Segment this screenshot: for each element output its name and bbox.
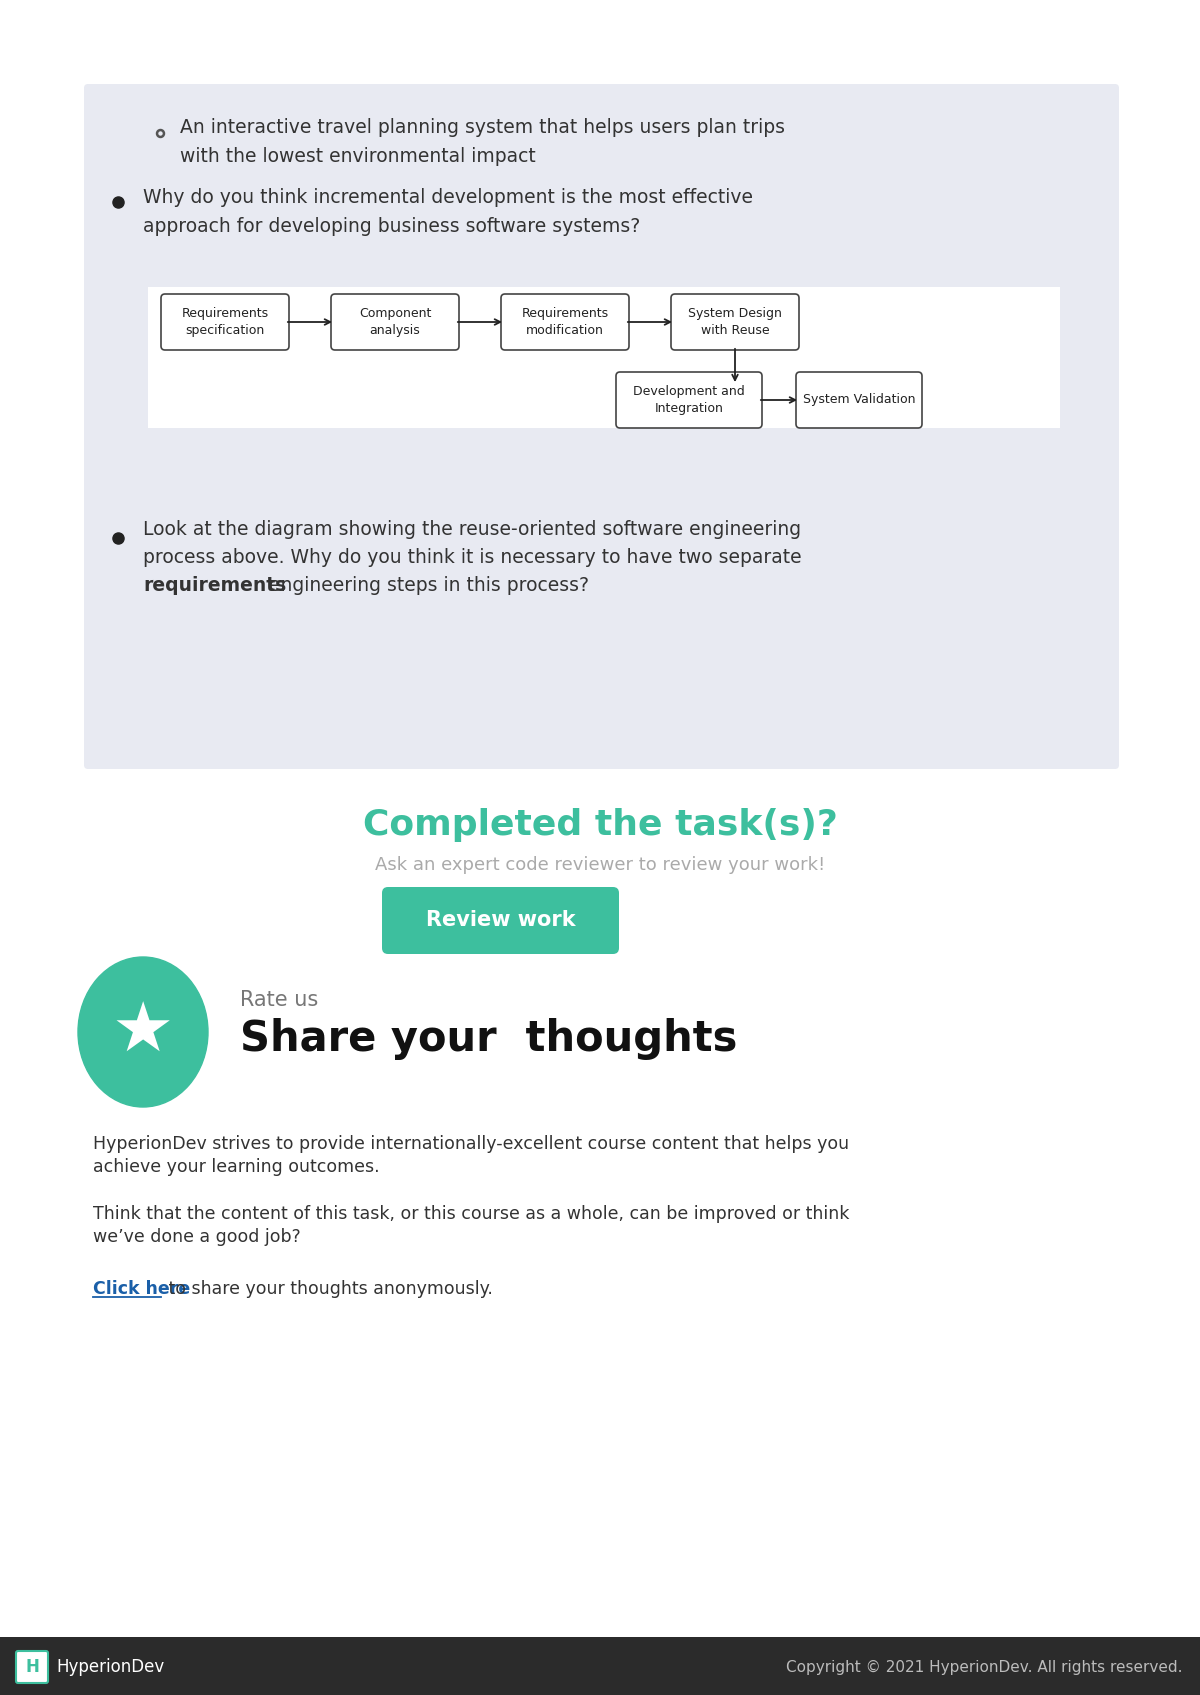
Text: Copyright © 2021 HyperionDev. All rights reserved.: Copyright © 2021 HyperionDev. All rights… xyxy=(786,1659,1182,1675)
Text: Development and
Integration: Development and Integration xyxy=(634,385,745,415)
FancyBboxPatch shape xyxy=(616,371,762,429)
FancyBboxPatch shape xyxy=(84,85,1120,770)
Text: Component
analysis: Component analysis xyxy=(359,307,431,337)
Text: Requirements
specification: Requirements specification xyxy=(181,307,269,337)
FancyBboxPatch shape xyxy=(671,293,799,349)
Text: requirements: requirements xyxy=(143,576,287,595)
Text: to share your thoughts anonymously.: to share your thoughts anonymously. xyxy=(163,1280,493,1298)
Ellipse shape xyxy=(78,958,208,1107)
FancyBboxPatch shape xyxy=(331,293,458,349)
Text: Look at the diagram showing the reuse-oriented software engineering: Look at the diagram showing the reuse-or… xyxy=(143,520,802,539)
Text: Click here: Click here xyxy=(94,1280,191,1298)
Text: H: H xyxy=(25,1658,38,1676)
Text: achieve your learning outcomes.: achieve your learning outcomes. xyxy=(94,1158,379,1176)
Text: An interactive travel planning system that helps users plan trips
with the lowes: An interactive travel planning system th… xyxy=(180,119,785,166)
Text: ★: ★ xyxy=(112,998,174,1066)
Text: Why do you think incremental development is the most effective
approach for deve: Why do you think incremental development… xyxy=(143,188,754,237)
Text: process above. Why do you think it is necessary to have two separate: process above. Why do you think it is ne… xyxy=(143,547,802,568)
Text: engineering steps in this process?: engineering steps in this process? xyxy=(263,576,589,595)
Text: HyperionDev strives to provide internationally-excellent course content that hel: HyperionDev strives to provide internati… xyxy=(94,1136,850,1153)
Text: Rate us: Rate us xyxy=(240,990,318,1010)
FancyBboxPatch shape xyxy=(502,293,629,349)
Text: Ask an expert code reviewer to review your work!: Ask an expert code reviewer to review yo… xyxy=(374,856,826,875)
FancyBboxPatch shape xyxy=(382,886,619,954)
Text: we’ve done a good job?: we’ve done a good job? xyxy=(94,1227,301,1246)
FancyBboxPatch shape xyxy=(148,286,1060,429)
Text: Review work: Review work xyxy=(426,910,575,931)
Text: System Design
with Reuse: System Design with Reuse xyxy=(688,307,782,337)
FancyBboxPatch shape xyxy=(0,1637,1200,1695)
Text: Share your  thoughts: Share your thoughts xyxy=(240,1019,737,1059)
Text: System Validation: System Validation xyxy=(803,393,916,407)
FancyBboxPatch shape xyxy=(796,371,922,429)
FancyBboxPatch shape xyxy=(16,1651,48,1683)
Text: Think that the content of this task, or this course as a whole, can be improved : Think that the content of this task, or … xyxy=(94,1205,850,1224)
FancyBboxPatch shape xyxy=(161,293,289,349)
Text: Requirements
modification: Requirements modification xyxy=(522,307,608,337)
Text: HyperionDev: HyperionDev xyxy=(56,1658,164,1676)
Text: Completed the task(s)?: Completed the task(s)? xyxy=(362,809,838,842)
